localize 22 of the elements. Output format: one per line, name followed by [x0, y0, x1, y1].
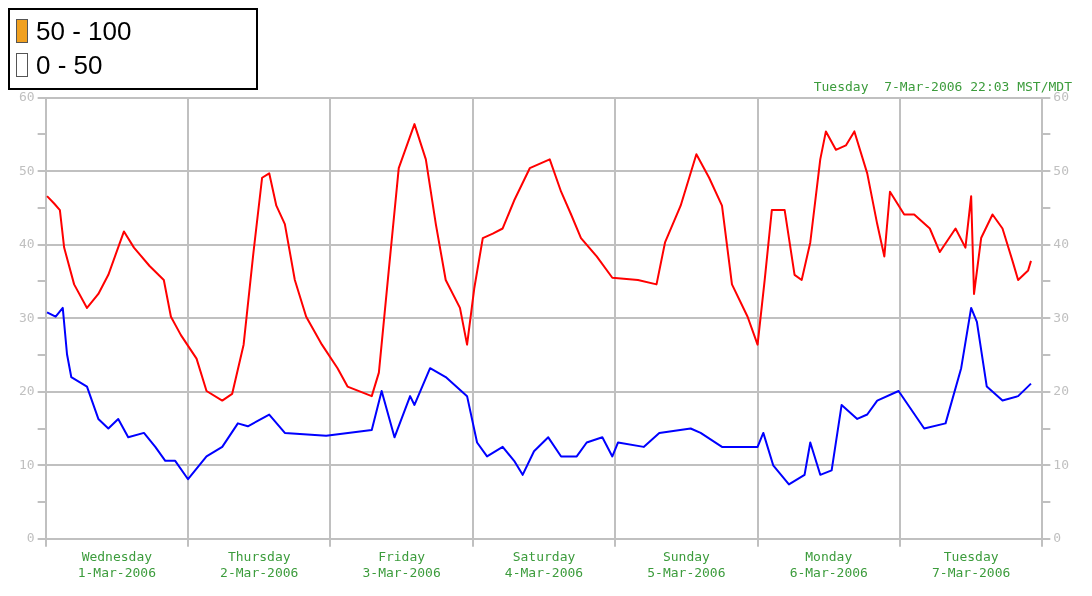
x-tick-label: Friday 3-Mar-2006 [362, 548, 441, 580]
y-tick-label: 20 [19, 383, 35, 399]
y2-tick-label: 50 [1053, 162, 1069, 178]
y2-tick-label: 20 [1053, 383, 1069, 399]
x-tick-label: Sunday 5-Mar-2006 [647, 548, 726, 580]
y-tick-label: 0 [26, 530, 35, 546]
x-tick-label: Tuesday 7-Mar-2006 [932, 548, 1011, 580]
y2-tick-label: 40 [1053, 236, 1069, 252]
y-tick-label: 10 [19, 456, 35, 472]
x-tick-label: Wednesday 1-Mar-2006 [77, 548, 156, 580]
text: 0 - 50 [36, 49, 103, 82]
y2-tick-label: 0 [1053, 530, 1062, 546]
x-tick-label: Thursday 2-Mar-2006 [220, 548, 299, 580]
y2-tick-label: 10 [1053, 456, 1069, 472]
y-tick-label: 50 [19, 162, 35, 178]
y-tick-label: 30 [19, 309, 35, 325]
x-tick-label: Saturday 4-Mar-2006 [504, 548, 584, 580]
y-tick-label: 60 [19, 88, 35, 104]
x-tick-label: Monday 6-Mar-2006 [789, 548, 868, 580]
y-tick-label: 40 [19, 236, 35, 252]
text: 50 - 100 [36, 15, 132, 48]
y2-tick-label: 30 [1053, 309, 1069, 325]
